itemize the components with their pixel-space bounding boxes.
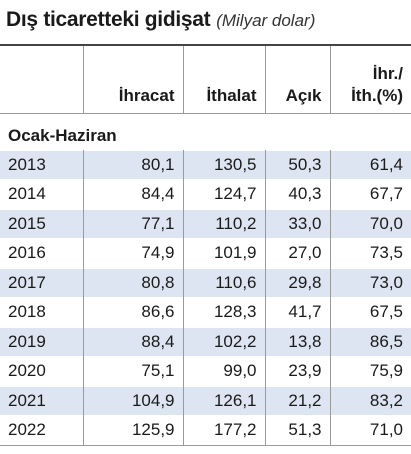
value-cell: 88,4	[82, 327, 183, 357]
value-cell: 73,0	[329, 268, 411, 298]
value-cell: 126,1	[182, 386, 265, 416]
value-cell: 80,8	[82, 268, 183, 298]
value-cell: 101,9	[182, 238, 265, 268]
data-row: 2014 84,4 124,7 40,3 67,7	[0, 179, 411, 209]
value-cell: 67,7	[329, 179, 411, 209]
data-row: 2015 77,1 110,2 33,0 70,0	[0, 209, 411, 239]
value-cell: 21,2	[264, 386, 330, 416]
year-cell: 2015	[8, 213, 46, 233]
header-cell	[0, 45, 83, 113]
data-row: 2019 88,4 102,2 13,8 86,5	[0, 327, 411, 357]
data-row: 2021 104,9 126,1 21,2 83,2	[0, 386, 411, 416]
column-header-line: İth.(%)	[351, 85, 403, 105]
value-cell: 61,4	[329, 150, 411, 180]
year-cell: 2013	[8, 154, 46, 174]
value-cell: 40,3	[264, 179, 330, 209]
year-cell: 2014	[8, 184, 46, 204]
value-cell: 110,6	[182, 268, 265, 298]
value-cell: 74,9	[82, 238, 183, 268]
value-cell: 86,6	[82, 297, 183, 327]
value-cell: 102,2	[182, 327, 265, 357]
column-header-line: İhr./	[372, 63, 403, 83]
column-header: İhr./İth.(%)	[329, 45, 411, 113]
year-cell: 2016	[8, 243, 46, 263]
header-row: İhracat İthalat Açık İhr./İth.(%)	[0, 45, 411, 113]
value-cell: 83,2	[329, 386, 411, 416]
value-cell: 80,1	[82, 150, 183, 180]
value-cell: 130,5	[182, 150, 265, 180]
value-cell: 75,9	[329, 356, 411, 386]
column-header: İhracat	[82, 45, 183, 113]
value-cell: 84,4	[82, 179, 183, 209]
year-cell: 2019	[8, 331, 46, 351]
value-cell: 110,2	[182, 209, 265, 239]
value-cell: 27,0	[264, 238, 330, 268]
value-cell: 29,8	[264, 268, 330, 298]
year-cell: 2018	[8, 302, 46, 322]
value-cell: 73,5	[329, 238, 411, 268]
year-cell: 2021	[8, 390, 46, 410]
year-cell: 2017	[8, 272, 46, 292]
group-label: Ocak-Haziran	[8, 125, 117, 145]
year-cell: 2022	[8, 420, 46, 440]
value-cell: 125,9	[82, 415, 183, 445]
value-cell: 75,1	[82, 356, 183, 386]
value-cell: 77,1	[82, 209, 183, 239]
value-cell: 177,2	[182, 415, 265, 445]
data-row: 2020 75,1 99,0 23,9 75,9	[0, 356, 411, 386]
column-header-line: İhracat	[118, 85, 175, 105]
value-cell: 67,5	[329, 297, 411, 327]
value-cell: 99,0	[182, 356, 265, 386]
value-cell: 71,0	[329, 415, 411, 445]
title-bar: Dış ticaretteki gidişat (Milyar dolar)	[6, 8, 315, 32]
value-cell: 51,3	[264, 415, 330, 445]
value-cell: 104,9	[82, 386, 183, 416]
value-cell: 23,9	[264, 356, 330, 386]
column-header: Açık	[264, 45, 330, 113]
value-cell: 13,8	[264, 327, 330, 357]
group-row: Ocak-Haziran	[0, 113, 411, 150]
subtitle: (Milyar dolar)	[216, 11, 316, 30]
column-header: İthalat	[182, 45, 265, 113]
value-cell: 86,5	[329, 327, 411, 357]
data-row: 2017 80,8 110,6 29,8 73,0	[0, 268, 411, 298]
value-cell: 50,3	[264, 150, 330, 180]
data-row: 2016 74,9 101,9 27,0 73,5	[0, 238, 411, 268]
value-cell: 128,3	[182, 297, 265, 327]
data-row: 2018 86,6 128,3 41,7 67,5	[0, 297, 411, 327]
year-cell: 2020	[8, 361, 46, 381]
data-row: 2022 125,9 177,2 51,3 71,0	[0, 415, 411, 445]
data-row: 2013 80,1 130,5 50,3 61,4	[0, 150, 411, 180]
value-cell: 70,0	[329, 209, 411, 239]
value-cell: 41,7	[264, 297, 330, 327]
column-header-line: Açık	[285, 85, 322, 105]
column-header-line: İthalat	[206, 85, 257, 105]
value-cell: 124,7	[182, 179, 265, 209]
value-cell: 33,0	[264, 209, 330, 239]
table-body: Ocak-Haziran 2013 80,1 130,5 50,3 61,4 2014 84,…	[0, 113, 411, 445]
trade-table: İhracat İthalat Açık İhr./İth.(%) Ocak-Hazi…	[0, 44, 411, 446]
title: Dış ticaretteki gidişat	[6, 8, 211, 31]
